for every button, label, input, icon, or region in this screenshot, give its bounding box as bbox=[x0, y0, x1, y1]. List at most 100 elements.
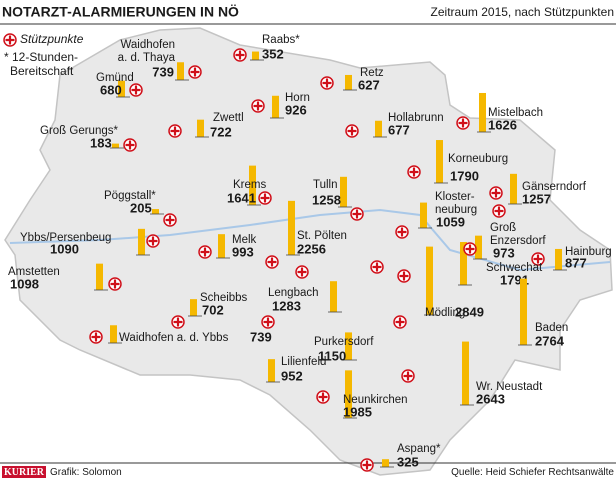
station-icon bbox=[168, 124, 182, 138]
station-name: Aspang* bbox=[397, 443, 441, 455]
station-name: Hollabrunn bbox=[388, 112, 444, 124]
station-name: a. d. Thaya bbox=[118, 52, 176, 64]
icon-cross bbox=[297, 267, 307, 277]
station-name: Lengbach bbox=[268, 287, 319, 299]
icon-cross bbox=[362, 460, 372, 470]
station-icon bbox=[401, 369, 415, 383]
icon-cross bbox=[494, 206, 504, 216]
bar bbox=[510, 173, 517, 204]
station-value: 1283 bbox=[272, 298, 301, 313]
station-name: Amstetten bbox=[8, 266, 60, 278]
station-value: 325 bbox=[397, 454, 419, 469]
icon-cross bbox=[409, 167, 419, 177]
bar bbox=[288, 200, 295, 255]
bar bbox=[340, 176, 347, 207]
station-name: Horn bbox=[285, 92, 310, 104]
bar bbox=[118, 80, 125, 97]
title: NOTARZT-ALARMIERUNGEN IN NÖ bbox=[2, 4, 239, 20]
station-icon bbox=[489, 186, 503, 200]
icon-cross bbox=[110, 279, 120, 289]
station-value: 677 bbox=[388, 122, 410, 137]
bar bbox=[475, 235, 482, 259]
station-value: 1790 bbox=[450, 168, 479, 183]
station-name: Mödling bbox=[425, 307, 465, 319]
station-icon bbox=[492, 204, 506, 218]
station-value: 1059 bbox=[436, 214, 465, 229]
station-name: Raabs* bbox=[262, 34, 300, 46]
station-value: 1257 bbox=[522, 191, 551, 206]
station-name: St. Pölten bbox=[297, 230, 347, 242]
station-icon bbox=[171, 315, 185, 329]
station-icon bbox=[316, 390, 330, 404]
icon-cross bbox=[399, 271, 409, 281]
station-value: 877 bbox=[565, 255, 587, 270]
bar bbox=[462, 341, 469, 405]
river bbox=[9, 208, 611, 272]
icon-cross bbox=[352, 209, 362, 219]
station-icon bbox=[393, 315, 407, 329]
station-icon bbox=[265, 255, 279, 269]
station-value: 1641 bbox=[227, 190, 256, 205]
station-name: Waidhofen a. d. Ybbs bbox=[119, 332, 229, 344]
brand: KURIER bbox=[4, 467, 45, 478]
bar bbox=[436, 140, 443, 183]
station-icon bbox=[320, 76, 334, 90]
station-icon bbox=[198, 245, 212, 259]
icon-cross bbox=[465, 244, 475, 254]
station-name: Kloster- bbox=[435, 191, 475, 203]
station-value: 739 bbox=[250, 329, 272, 344]
bar bbox=[382, 459, 389, 467]
station-name: Zwettl bbox=[213, 112, 244, 124]
station-icon bbox=[463, 242, 477, 256]
station-value: 1985 bbox=[343, 404, 372, 419]
station-value: 352 bbox=[262, 46, 284, 61]
station-value: 739 bbox=[152, 64, 174, 79]
icon-cross bbox=[491, 188, 501, 198]
icon-cross bbox=[403, 371, 413, 381]
legend-label: Stützpunkte bbox=[20, 32, 84, 46]
bar bbox=[197, 119, 204, 137]
station-icon bbox=[360, 458, 374, 472]
station-name: Retz bbox=[360, 67, 384, 79]
station-icon bbox=[129, 83, 143, 97]
station-name: Korneuburg bbox=[448, 153, 508, 165]
bar bbox=[96, 263, 103, 290]
station-icon bbox=[370, 260, 384, 274]
station-icon bbox=[108, 277, 122, 291]
station-name: Pöggstall* bbox=[104, 190, 156, 202]
station-icon bbox=[345, 124, 359, 138]
station-name: Mistelbach bbox=[488, 107, 543, 119]
station-value: 1098 bbox=[10, 276, 39, 291]
station-value: 627 bbox=[358, 77, 380, 92]
station-value: 722 bbox=[210, 124, 232, 139]
station-icon bbox=[531, 252, 545, 266]
station-name: Lilienfeld bbox=[281, 356, 326, 368]
icon-cross bbox=[253, 101, 263, 111]
station-name: Enzersdorf bbox=[490, 235, 546, 247]
station-value: 973 bbox=[493, 245, 515, 260]
station-value: 1626 bbox=[488, 117, 517, 132]
bar bbox=[479, 92, 486, 132]
station-icon bbox=[146, 234, 160, 248]
bar bbox=[252, 51, 259, 60]
icon-cross bbox=[347, 126, 357, 136]
station-value: 183 bbox=[90, 135, 112, 150]
station-name: Melk bbox=[232, 234, 257, 246]
icon-cross bbox=[165, 215, 175, 225]
bar bbox=[268, 359, 275, 382]
icon-cross bbox=[395, 317, 405, 327]
icon-cross bbox=[260, 193, 270, 203]
icon-cross bbox=[263, 317, 273, 327]
station-icon bbox=[123, 138, 137, 152]
station-name: Waidhofen bbox=[120, 39, 175, 51]
bar bbox=[138, 228, 145, 255]
bar bbox=[520, 278, 527, 345]
station-icon bbox=[407, 165, 421, 179]
bar bbox=[555, 248, 562, 270]
bar bbox=[249, 165, 256, 205]
icon-cross bbox=[533, 254, 543, 264]
icon-cross bbox=[235, 50, 245, 60]
icon-cross bbox=[372, 262, 382, 272]
station-icon bbox=[456, 116, 470, 130]
